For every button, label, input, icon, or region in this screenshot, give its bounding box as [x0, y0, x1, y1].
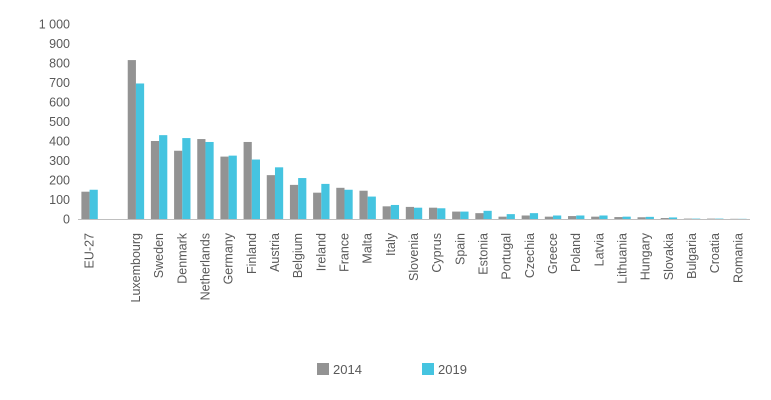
- y-tick-label: 300: [49, 154, 70, 168]
- x-tick-label: Denmark: [175, 232, 189, 283]
- bar-cyprus-2019: [437, 208, 446, 219]
- bar-denmark-2014: [174, 150, 183, 219]
- bar-germany-2014: [220, 156, 229, 219]
- bar-luxembourg-2014: [127, 60, 136, 219]
- bar-eu-27-2019: [89, 189, 98, 219]
- y-tick-label: 1 000: [39, 18, 70, 32]
- bar-estonia-2014: [475, 213, 484, 219]
- x-tick-label: Lithuania: [616, 233, 630, 284]
- y-tick-label: 0: [63, 213, 70, 227]
- bar-portugal-2014: [498, 216, 507, 219]
- bar-italy-2019: [390, 204, 400, 219]
- x-tick-label: Hungary: [639, 232, 653, 280]
- bar-czechia-2019: [529, 213, 539, 219]
- legend-swatch-2019: [422, 363, 434, 375]
- bar-belgium-2019: [298, 178, 307, 219]
- bar-belgium-2014: [289, 184, 299, 220]
- bar-slovakia-2019: [668, 217, 678, 219]
- y-tick-label: 500: [49, 115, 70, 129]
- bar-denmark-2019: [182, 138, 191, 219]
- y-tick-label: 600: [49, 96, 70, 110]
- bar-lithuania-2014: [614, 217, 623, 219]
- bar-poland-2014: [568, 216, 577, 219]
- legend-label-2019: 2019: [438, 362, 467, 377]
- bar-slovenia-2019: [414, 207, 423, 219]
- bar-italy-2014: [382, 206, 391, 219]
- y-tick-label: 100: [49, 193, 70, 207]
- y-tick-label: 900: [49, 37, 70, 51]
- x-tick-label: France: [337, 233, 351, 272]
- bar-greece-2019: [553, 215, 562, 219]
- x-tick-label: Sweden: [152, 233, 166, 278]
- x-tick-label: Greece: [546, 233, 560, 274]
- x-tick-label: EU-27: [83, 233, 97, 268]
- x-tick-label: Luxembourg: [129, 233, 143, 303]
- bar-ireland-2014: [313, 192, 322, 219]
- legend-swatch-2014: [317, 363, 329, 375]
- bar-latvia-2014: [591, 216, 600, 219]
- x-tick-label: Croatia: [708, 233, 722, 273]
- bar-france-2019: [344, 189, 353, 219]
- bar-finland-2014: [243, 141, 252, 219]
- x-tick-label: Italy: [384, 232, 398, 256]
- x-tick-label: Latvia: [592, 233, 606, 266]
- x-axis-labels: EU-27 Luxembourg Sweden Denmark Netherlands G…: [83, 232, 746, 302]
- x-tick-label: Portugal: [500, 233, 514, 280]
- x-tick-label: Romania: [731, 233, 745, 283]
- bar-poland-2019: [576, 215, 585, 219]
- bar-austria-2019: [274, 167, 284, 219]
- x-tick-label: Spain: [453, 233, 467, 265]
- x-tick-label: Netherlands: [198, 233, 212, 300]
- bar-netherlands-2014: [197, 139, 206, 219]
- bar-ireland-2019: [321, 183, 330, 219]
- bar-spain-2019: [460, 211, 469, 219]
- x-tick-label: Czechia: [523, 233, 537, 278]
- y-tick-label: 200: [49, 174, 70, 188]
- bar-eu-27-2014: [81, 191, 90, 219]
- bar-spain-2014: [452, 211, 461, 219]
- x-tick-label: Poland: [569, 233, 583, 272]
- bar-slovakia-2014: [660, 218, 669, 219]
- legend: 2014 2019: [317, 362, 467, 377]
- bar-malta-2014: [359, 190, 368, 219]
- y-tick-label: 700: [49, 76, 70, 90]
- x-tick-label: Germany: [222, 232, 236, 284]
- bar-hungary-2019: [645, 216, 654, 219]
- bar-portugal-2019: [506, 214, 515, 220]
- bar-austria-2014: [266, 175, 275, 220]
- bar-germany-2019: [228, 155, 237, 220]
- bar-sweden-2014: [150, 141, 160, 219]
- x-tick-label: Belgium: [291, 233, 305, 278]
- bar-estonia-2019: [483, 210, 492, 219]
- x-tick-label: Estonia: [477, 233, 491, 275]
- y-tick-label: 400: [49, 135, 70, 149]
- bars-group: [81, 60, 747, 220]
- x-tick-label: Finland: [245, 233, 259, 274]
- bar-sweden-2019: [159, 135, 168, 219]
- x-tick-label: Ireland: [314, 233, 328, 271]
- legend-label-2014: 2014: [333, 362, 362, 377]
- bar-cyprus-2014: [428, 207, 438, 219]
- x-tick-label: Malta: [361, 233, 375, 264]
- bar-greece-2014: [544, 216, 554, 219]
- y-axis: 0 100 200 300 400 500 600 700 800 900 1 000: [39, 18, 70, 227]
- bar-lithuania-2019: [622, 216, 631, 219]
- bar-czechia-2014: [521, 215, 530, 219]
- bar-slovenia-2014: [405, 206, 414, 219]
- x-tick-label: Bulgaria: [685, 233, 699, 279]
- bar-netherlands-2019: [205, 141, 214, 219]
- x-tick-label: Slovenia: [407, 233, 421, 281]
- bar-france-2014: [336, 187, 345, 219]
- bar-luxembourg-2019: [135, 83, 145, 219]
- bar-malta-2019: [367, 196, 376, 219]
- bar-latvia-2019: [599, 215, 608, 219]
- x-tick-label: Cyprus: [430, 233, 444, 273]
- x-tick-label: Slovakia: [662, 233, 676, 280]
- x-tick-label: Austria: [268, 233, 282, 272]
- bar-hungary-2014: [637, 217, 646, 219]
- y-tick-label: 800: [49, 57, 70, 71]
- bar-finland-2019: [251, 159, 260, 219]
